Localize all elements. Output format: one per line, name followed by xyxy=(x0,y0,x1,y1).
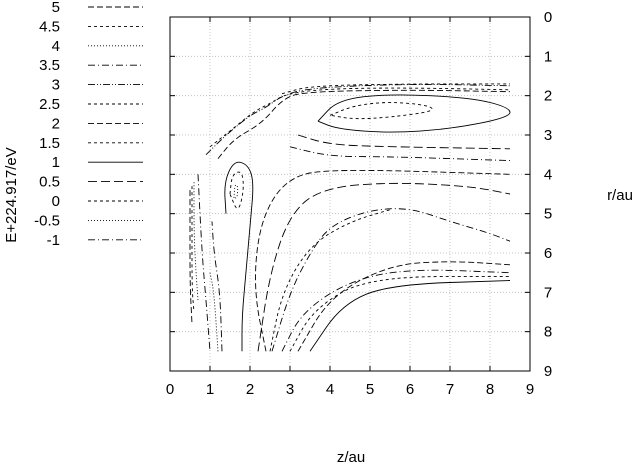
contour-line xyxy=(211,221,223,352)
legend-label: 0 xyxy=(52,193,60,210)
y-tick-label: 1 xyxy=(544,48,552,65)
y-tick-label: 4 xyxy=(544,166,552,183)
legend-label: 3.5 xyxy=(39,57,60,74)
x-tick-label: 8 xyxy=(486,381,494,398)
legend-label: 4.5 xyxy=(39,18,60,35)
contour-line xyxy=(297,261,511,352)
legend-label: 2.5 xyxy=(39,96,60,113)
contour-line xyxy=(224,161,254,352)
y-tick-label: 9 xyxy=(544,363,552,380)
contour-line xyxy=(271,208,511,352)
contour-line xyxy=(255,169,511,352)
legend-label: -0.5 xyxy=(34,212,60,229)
legend-label: 2 xyxy=(52,115,60,132)
plot-frame xyxy=(169,16,531,372)
grid-lines xyxy=(170,17,530,371)
y-tick-label: 7 xyxy=(544,284,552,301)
legend-label: 4 xyxy=(52,38,60,55)
contour-line xyxy=(309,280,511,352)
y-tick-label: 6 xyxy=(544,245,552,262)
x-tick-label: 5 xyxy=(366,381,374,398)
x-tick-label: 0 xyxy=(166,381,174,398)
x-tick-label: 3 xyxy=(286,381,294,398)
contour-line xyxy=(209,272,219,352)
x-tick-label: 9 xyxy=(526,381,534,398)
contour-line xyxy=(281,269,511,352)
contour-line xyxy=(217,89,511,159)
y-axis-ticks: 0 1 2 3 4 5 6 7 8 9 xyxy=(170,9,552,380)
x-tick-label: 4 xyxy=(326,381,334,398)
x-axis-label: z/au xyxy=(337,449,365,466)
legend: 5 4.5 4 3.5 3 2.5 2 1.5 1 0.5 0 -0.5 -1 xyxy=(34,0,143,249)
y-tick-label: 2 xyxy=(544,88,552,105)
y-tick-label: 5 xyxy=(544,206,552,223)
y-tick-label: 3 xyxy=(544,127,552,144)
contour-line xyxy=(233,184,239,199)
contour-line xyxy=(193,182,199,301)
contour-line xyxy=(329,102,433,120)
contour-line xyxy=(281,83,510,95)
contour-line xyxy=(297,134,511,150)
legend-label: -1 xyxy=(47,232,60,249)
contour-line xyxy=(289,146,511,162)
z-value-label: E+224.917/eV xyxy=(3,147,20,243)
legend-label: 0.5 xyxy=(39,174,60,191)
x-tick-label: 6 xyxy=(406,381,414,398)
y-axis-label: r/au xyxy=(607,187,633,204)
x-axis-ticks: 0 1 2 3 4 5 6 7 8 9 xyxy=(166,17,534,398)
contour-line xyxy=(257,182,511,352)
contour-line xyxy=(189,190,193,324)
y-tick-label: 0 xyxy=(544,9,552,26)
legend-label: 1.5 xyxy=(39,135,60,152)
contour-line xyxy=(229,171,244,209)
x-tick-label: 1 xyxy=(206,381,214,398)
contour-line xyxy=(191,186,195,313)
legend-label: 3 xyxy=(52,77,60,94)
contour-lines xyxy=(189,83,511,352)
x-tick-label: 7 xyxy=(446,381,454,398)
y-tick-label: 8 xyxy=(544,324,552,341)
contour-line xyxy=(289,276,510,352)
legend-label: 1 xyxy=(52,154,60,171)
contour-line xyxy=(209,87,511,148)
x-tick-label: 2 xyxy=(246,381,254,398)
contour-line xyxy=(317,94,511,133)
contour-line xyxy=(197,174,211,352)
contour-line xyxy=(205,84,511,156)
legend-label: 5 xyxy=(52,0,60,16)
contour-line xyxy=(269,209,391,352)
